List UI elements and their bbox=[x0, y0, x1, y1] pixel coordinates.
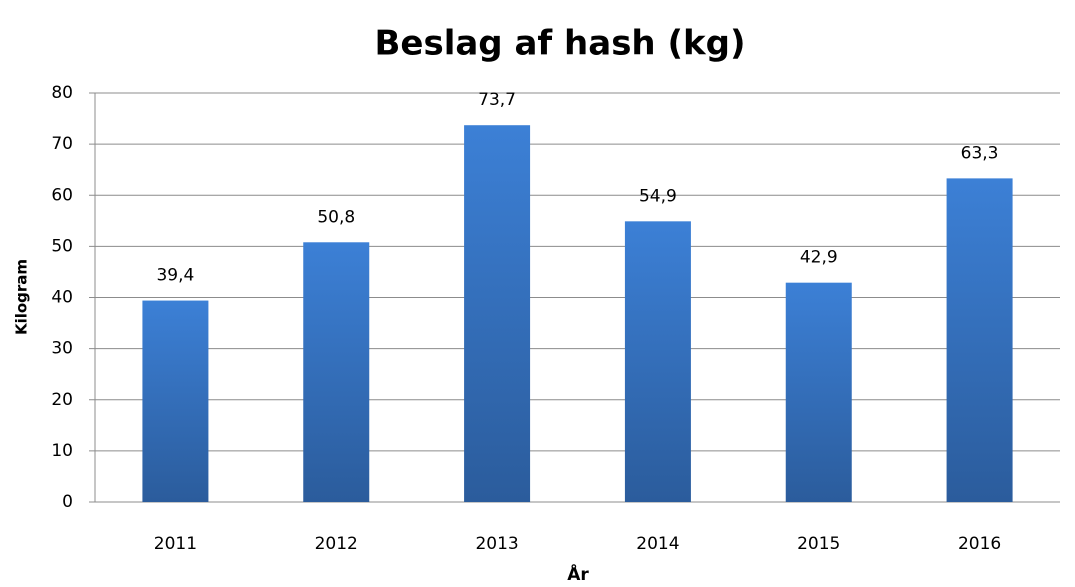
x-tick-label: 2012 bbox=[315, 534, 358, 554]
x-tick-label: 2014 bbox=[636, 534, 679, 554]
x-tick-label: 2016 bbox=[958, 534, 1001, 554]
x-tick-label: 2015 bbox=[797, 534, 840, 554]
y-tick-label: 10 bbox=[51, 441, 73, 461]
y-tick-label: 60 bbox=[51, 185, 73, 205]
bar bbox=[946, 178, 1013, 502]
bar bbox=[785, 282, 852, 502]
data-label: 73,7 bbox=[478, 90, 516, 110]
x-tick-label: 2013 bbox=[475, 534, 518, 554]
y-tick-label: 80 bbox=[51, 83, 73, 103]
y-tick-label: 40 bbox=[51, 288, 73, 308]
bar bbox=[303, 242, 370, 502]
y-tick-label: 0 bbox=[62, 492, 73, 512]
bar bbox=[624, 221, 691, 503]
x-axis-label: År bbox=[567, 562, 589, 585]
chart-title: Beslag af hash (kg) bbox=[374, 24, 745, 64]
x-tick-label: 2011 bbox=[154, 534, 197, 554]
data-label: 54,9 bbox=[639, 186, 677, 206]
y-tick-label: 70 bbox=[51, 134, 73, 154]
bar bbox=[142, 300, 209, 502]
data-label: 63,3 bbox=[961, 143, 999, 163]
data-label: 39,4 bbox=[156, 266, 194, 286]
data-label: 42,9 bbox=[800, 248, 838, 268]
y-tick-label: 30 bbox=[51, 339, 73, 359]
data-label: 50,8 bbox=[317, 207, 355, 227]
y-tick-label: 50 bbox=[51, 236, 73, 256]
bar bbox=[464, 125, 531, 503]
y-tick-label: 20 bbox=[51, 390, 73, 410]
y-axis-label: Kilogram bbox=[13, 259, 31, 335]
